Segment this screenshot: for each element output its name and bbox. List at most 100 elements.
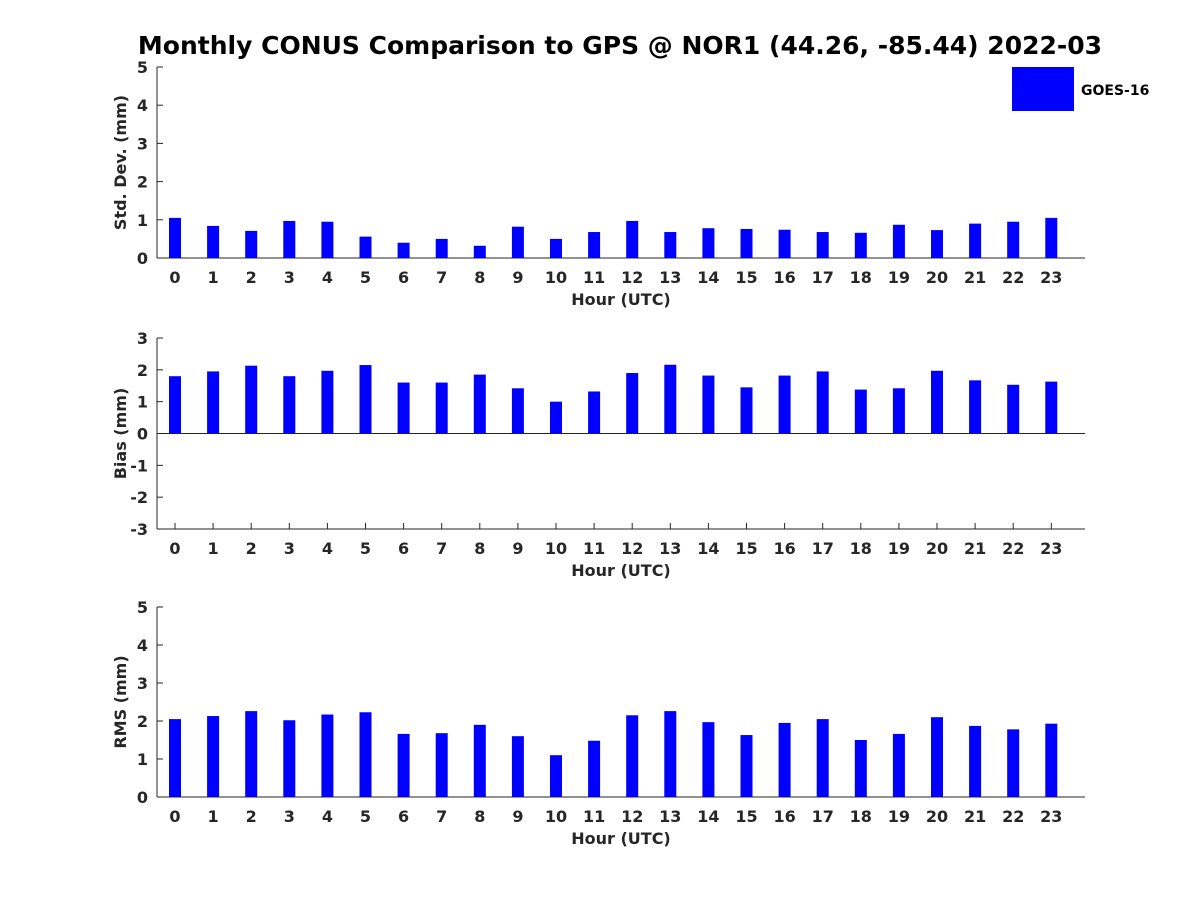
x-tick-label: 21 — [964, 268, 986, 287]
bar-hour-4 — [321, 370, 334, 434]
y-tick-label: 4 — [137, 636, 148, 655]
bar-hour-20 — [931, 370, 943, 434]
y-tick-label: 5 — [137, 58, 148, 77]
x-tick-label: 16 — [773, 539, 795, 558]
bar-hour-7 — [435, 733, 448, 797]
x-tick-label: 4 — [322, 807, 333, 826]
x-tick-label: 5 — [360, 268, 371, 287]
x-tick-label: 17 — [812, 268, 834, 287]
y-tick-label: 1 — [137, 393, 148, 412]
bar-hour-22 — [1007, 221, 1020, 258]
x-tick-label: 17 — [812, 539, 834, 558]
x-tick-label: 15 — [735, 539, 757, 558]
y-tick-label: 2 — [137, 361, 148, 380]
x-axis-label: Hour (UTC) — [571, 561, 671, 580]
bar-hour-19 — [892, 733, 905, 797]
x-tick-label: 23 — [1040, 268, 1062, 287]
y-tick-label: 0 — [137, 788, 148, 807]
x-tick-label: 19 — [888, 539, 910, 558]
y-tick-label: 2 — [137, 173, 148, 192]
x-tick-label: 22 — [1002, 268, 1024, 287]
bar-hour-12 — [626, 220, 639, 258]
bar-hour-23 — [1045, 723, 1058, 797]
x-tick-label: 10 — [545, 807, 567, 826]
bar-hour-3 — [283, 720, 296, 797]
y-axis-label: Std. Dev. (mm) — [111, 95, 130, 230]
y-tick-label: 5 — [137, 598, 148, 617]
x-tick-label: 9 — [512, 807, 523, 826]
x-tick-label: 10 — [545, 268, 567, 287]
x-tick-label: 22 — [1002, 539, 1024, 558]
x-tick-label: 3 — [284, 268, 295, 287]
x-tick-label: 1 — [208, 539, 219, 558]
bar-hour-23 — [1045, 381, 1058, 434]
x-tick-label: 2 — [246, 268, 257, 287]
bar-hour-3 — [283, 220, 296, 258]
bar-hour-9 — [511, 736, 524, 797]
bar-hour-1 — [207, 371, 220, 434]
bar-hour-6 — [397, 242, 410, 258]
bar-hour-17 — [816, 371, 829, 434]
x-tick-label: 11 — [583, 539, 605, 558]
x-tick-label: 16 — [773, 807, 795, 826]
x-tick-label: 15 — [735, 268, 757, 287]
bar-hour-0 — [169, 719, 181, 797]
legend-label: GOES-16 — [1081, 83, 1149, 99]
bar-hour-5 — [359, 236, 372, 258]
x-tick-label: 12 — [621, 268, 643, 287]
x-tick-label: 0 — [169, 268, 180, 287]
x-tick-label: 19 — [888, 268, 910, 287]
bar-hour-1 — [207, 716, 220, 797]
bar-hour-8 — [473, 245, 486, 258]
bar-hour-20 — [931, 717, 943, 797]
x-tick-label: 21 — [964, 539, 986, 558]
x-tick-label: 12 — [621, 807, 643, 826]
y-axis-label: RMS (mm) — [111, 655, 130, 748]
x-axis-label: Hour (UTC) — [571, 829, 671, 848]
x-tick-label: 15 — [735, 807, 757, 826]
y-tick-label: 0 — [137, 425, 148, 444]
bar-hour-4 — [321, 714, 334, 797]
x-tick-label: 11 — [583, 268, 605, 287]
x-tick-label: 3 — [284, 807, 295, 826]
bar-hour-16 — [778, 375, 791, 434]
bar-hour-18 — [854, 389, 867, 434]
x-tick-label: 13 — [659, 268, 681, 287]
x-tick-label: 17 — [812, 807, 834, 826]
x-tick-label: 6 — [398, 539, 409, 558]
bar-hour-15 — [740, 735, 753, 797]
bar-hour-11 — [588, 391, 601, 434]
bar-hour-10 — [550, 238, 562, 258]
x-axis-label: Hour (UTC) — [571, 290, 671, 309]
x-tick-label: 12 — [621, 539, 643, 558]
bar-hour-0 — [169, 217, 181, 258]
x-tick-label: 2 — [246, 539, 257, 558]
x-tick-label: 14 — [697, 539, 719, 558]
bar-hour-6 — [397, 733, 410, 797]
x-tick-label: 1 — [208, 268, 219, 287]
bar-hour-11 — [588, 740, 601, 797]
x-tick-label: 23 — [1040, 807, 1062, 826]
bar-hour-8 — [473, 724, 486, 797]
bar-hour-13 — [664, 364, 677, 434]
y-tick-label: 1 — [137, 211, 148, 230]
bar-hour-15 — [740, 387, 753, 434]
x-tick-label: 10 — [545, 539, 567, 558]
bar-hour-15 — [740, 228, 753, 258]
y-tick-label: 3 — [137, 329, 148, 348]
x-tick-label: 7 — [436, 539, 447, 558]
bar-hour-17 — [816, 719, 829, 797]
bar-hour-7 — [435, 238, 448, 258]
bar-hour-3 — [283, 376, 296, 434]
x-tick-label: 3 — [284, 539, 295, 558]
x-tick-label: 5 — [360, 539, 371, 558]
bar-hour-20 — [931, 230, 943, 258]
x-tick-label: 8 — [474, 539, 485, 558]
x-tick-label: 0 — [169, 539, 180, 558]
x-tick-label: 4 — [322, 268, 333, 287]
x-tick-label: 9 — [512, 539, 523, 558]
bar-hour-18 — [854, 740, 867, 797]
y-tick-label: 1 — [137, 750, 148, 769]
bar-hour-2 — [245, 711, 258, 797]
x-tick-label: 7 — [436, 268, 447, 287]
